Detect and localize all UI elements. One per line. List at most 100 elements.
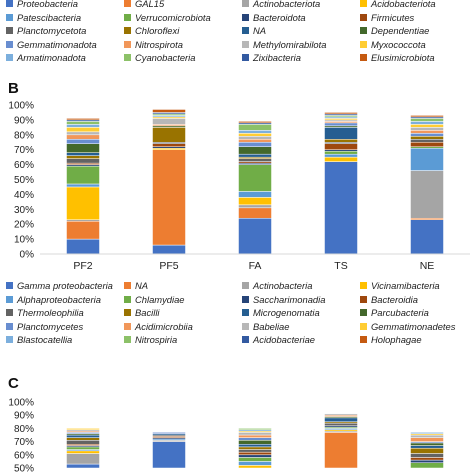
legend-label: Gemmatimonadota <box>17 38 97 50</box>
y-tick-label: 100% <box>8 101 34 112</box>
legend-item: Zixibacteria <box>242 51 360 65</box>
legend-swatch <box>360 336 367 344</box>
legend-label: Verrucomicrobiota <box>135 11 211 23</box>
legend-item: NA <box>124 279 242 293</box>
bar-segment <box>324 422 358 427</box>
legend-swatch <box>124 309 131 317</box>
y-tick-label: 70% <box>14 145 34 156</box>
bar-segment <box>238 443 272 448</box>
legend-label: Zixibacteria <box>253 52 301 64</box>
bar-segment <box>152 441 186 469</box>
legend-item: Gemmatimonadetes <box>360 320 470 334</box>
legend-swatch <box>242 322 249 330</box>
y-tick-label: 100% <box>8 398 34 409</box>
legend-swatch <box>360 0 367 8</box>
legend-label: Planctomycetota <box>17 25 87 37</box>
bar-segment <box>324 143 358 150</box>
y-tick-label: 60% <box>14 160 34 171</box>
legend-label: Gemmatimonadetes <box>371 320 456 332</box>
bar-segment <box>238 454 272 458</box>
legend-item: Gemmatimonadota <box>6 38 124 52</box>
legend-swatch <box>360 295 367 303</box>
legend-swatch <box>6 0 13 8</box>
bar-segment <box>66 446 100 450</box>
legend-item: Chlamydiae <box>124 293 242 307</box>
legend-label: Nitrospiria <box>135 334 178 346</box>
y-tick-label: 30% <box>14 205 34 216</box>
bar-segment <box>324 150 358 155</box>
bar-segment <box>66 440 100 445</box>
legend-item: Bacteroidia <box>360 293 470 307</box>
legend-swatch <box>6 27 13 35</box>
bar-segment <box>66 155 100 159</box>
legend-label: Thermoleophilia <box>17 307 84 319</box>
y-tick-label: 90% <box>14 115 34 126</box>
bar-segment <box>66 134 100 140</box>
bar-segment <box>238 197 272 206</box>
bar-segment <box>66 463 100 469</box>
x-category-label: NE <box>420 260 435 272</box>
legend-swatch <box>124 295 131 303</box>
bar-segment <box>410 437 444 442</box>
legend-swatch <box>242 309 249 317</box>
legend-label: Alphaproteobacteria <box>17 293 101 305</box>
legend-item: Thermoleophilia <box>6 306 124 320</box>
bar-segment <box>238 207 272 219</box>
legend-item: Planctomycetota <box>6 24 124 38</box>
bar-segment <box>410 115 444 118</box>
bar-segment <box>238 451 272 456</box>
bar-segment <box>66 118 100 121</box>
x-category-label: PF5 <box>159 260 178 272</box>
bar-segment <box>238 449 272 453</box>
bar-segment <box>66 152 100 156</box>
legend-swatch <box>360 40 367 48</box>
bar-segment <box>238 153 272 158</box>
bar-segment <box>410 142 444 147</box>
legend-item: Babeliae <box>242 320 360 334</box>
bar-segment <box>238 217 272 255</box>
legend-label: Proteobacteria <box>17 0 78 10</box>
legend-label: Actinobacteriota <box>253 0 321 10</box>
legend-item: Chloroflexi <box>124 24 242 38</box>
bar-segment <box>66 428 100 430</box>
legend-label: Planctomycetes <box>17 320 84 332</box>
legend-label: Holophagae <box>371 334 422 346</box>
bar-segment <box>238 461 272 466</box>
panel-label-b: B <box>8 80 19 97</box>
bar-segment <box>410 459 444 463</box>
legend-label: Babeliae <box>253 320 290 332</box>
bar-segment <box>66 434 100 438</box>
bar-segment <box>238 204 272 209</box>
legend-label: NA <box>135 280 149 292</box>
legend-swatch <box>6 295 13 303</box>
legend-label: Armatimonadota <box>17 52 86 64</box>
legend-item: Firmicutes <box>360 11 470 25</box>
legend-label: Bacilli <box>135 307 160 319</box>
bar-segment <box>410 127 444 131</box>
bar-segment <box>238 457 272 462</box>
bar-segment <box>238 428 272 430</box>
legend-label: Elusimicrobiota <box>371 52 435 64</box>
bar-segment <box>410 442 444 446</box>
legend-item: Gamma proteobacteria <box>6 279 124 293</box>
legend-swatch <box>242 54 249 62</box>
bar-segment <box>66 186 100 220</box>
legend-label: Actinobacteria <box>253 280 313 292</box>
legend-item: Verrucomicrobiota <box>124 11 242 25</box>
legend-swatch <box>6 309 13 317</box>
bar-segment <box>238 130 272 134</box>
legend-label: Acidimicrobiia <box>135 320 193 332</box>
y-tick-label: 80% <box>14 424 34 435</box>
legend-class: Gamma proteobacteria NA Actinobacteria Vici… <box>6 279 470 347</box>
legend-item: Actinobacteriota <box>242 0 360 11</box>
y-tick-label: 70% <box>14 437 34 448</box>
legend-label: Methylomirabilota <box>253 38 327 50</box>
legend-item: Parcubacteria <box>360 306 470 320</box>
legend-item: Blastocatellia <box>6 333 124 347</box>
legend-swatch <box>360 322 367 330</box>
y-tick-label: 50% <box>14 175 34 186</box>
legend-label: Cyanobacteria <box>135 52 196 64</box>
legend-swatch <box>242 295 249 303</box>
bar-segment <box>410 453 444 458</box>
legend-swatch <box>124 0 131 8</box>
